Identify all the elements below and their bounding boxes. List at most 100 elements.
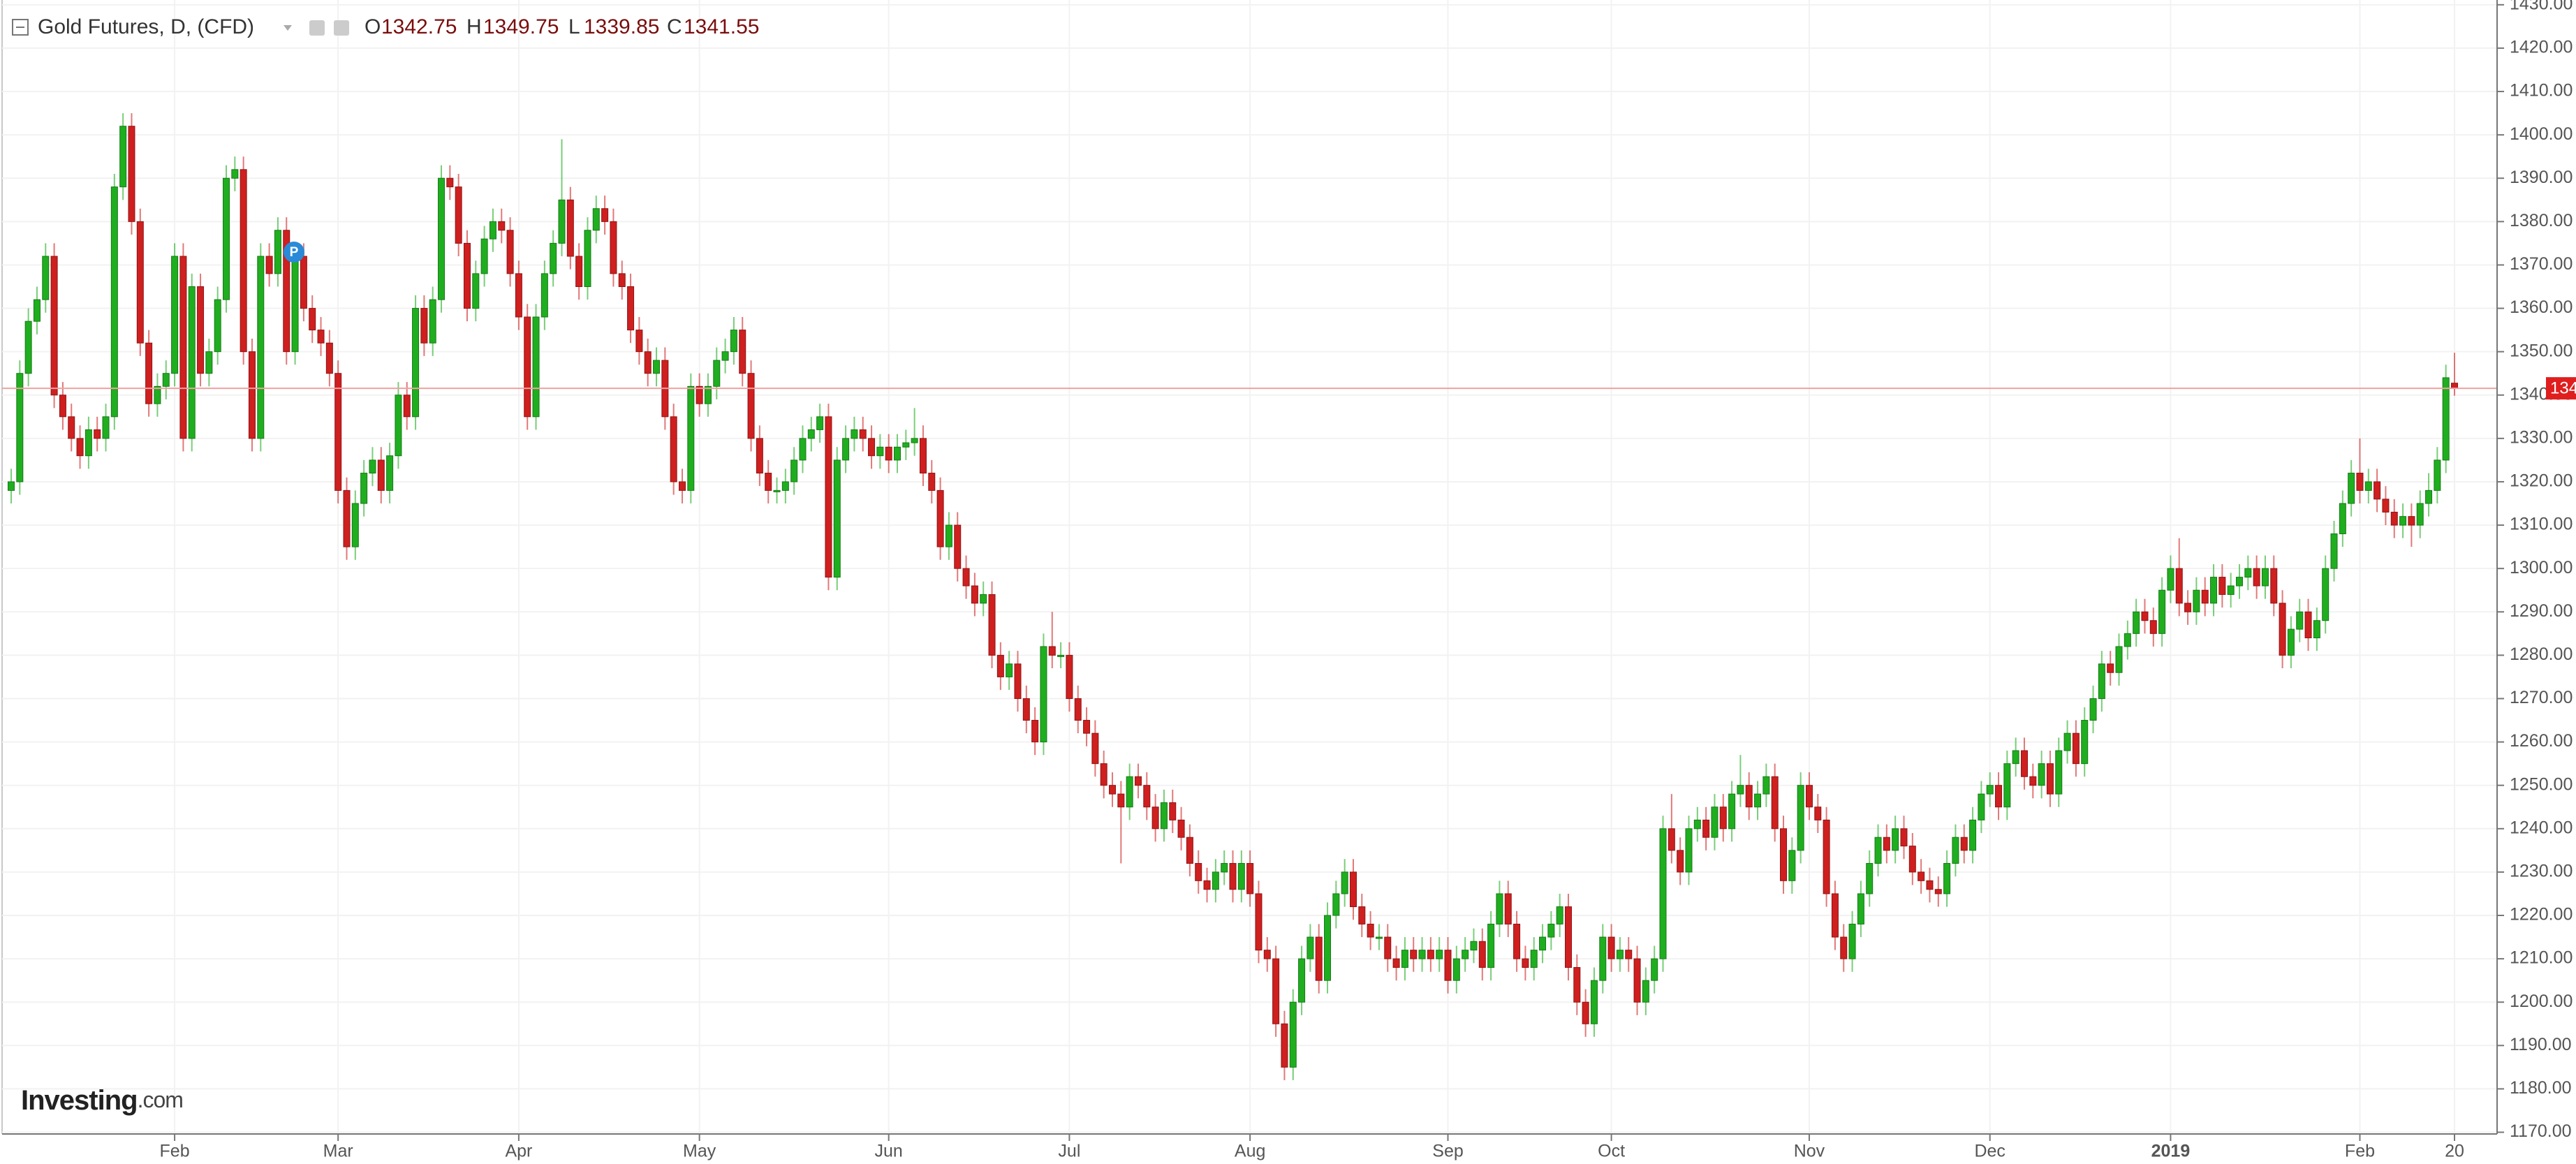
y-tick-label: 1200.00 — [2510, 992, 2573, 1011]
candle-body — [489, 221, 496, 240]
candle-body — [1805, 785, 1813, 808]
candle-body — [1737, 785, 1744, 795]
candle-body — [1186, 837, 1193, 864]
candle-body — [2089, 698, 2097, 721]
high-label: H — [466, 15, 482, 38]
candle-body — [1677, 850, 1684, 873]
close-icon[interactable] — [334, 20, 349, 36]
candle-body — [644, 351, 652, 374]
candle-body — [1246, 862, 1254, 894]
y-tick-label: 1170.00 — [2510, 1121, 2572, 1141]
candle-body — [868, 438, 876, 457]
candle-body — [1401, 950, 1408, 968]
candle-body — [996, 654, 1004, 677]
candle-body — [119, 126, 127, 188]
candle-body — [223, 177, 230, 300]
candle-body — [1797, 785, 1804, 851]
candle-body — [136, 221, 144, 344]
candle-body — [8, 481, 15, 491]
candle-body — [1814, 806, 1822, 820]
candle-body — [1040, 646, 1047, 743]
candle-body — [300, 256, 307, 309]
candle-body — [1960, 837, 1968, 851]
candle-body — [971, 585, 978, 604]
candle-body — [351, 503, 359, 547]
candle-body — [1771, 776, 1779, 830]
candle-body — [1452, 958, 1460, 981]
grid — [2, 0, 2497, 1134]
dropdown-arrow[interactable] — [284, 25, 292, 31]
candle-body — [1625, 950, 1633, 959]
candle-body — [1151, 806, 1159, 830]
candle-body — [635, 330, 643, 353]
candle-body — [1943, 862, 1951, 894]
candle-body — [1031, 720, 1039, 743]
candle-body — [1969, 819, 1977, 851]
candle-body — [1719, 806, 1727, 830]
candle-body — [730, 330, 737, 353]
x-tick-label: Aug — [1235, 1142, 1265, 1161]
candle-body — [687, 385, 695, 491]
candle-body — [2038, 763, 2045, 786]
collapse-button[interactable] — [12, 19, 29, 36]
candle-body — [1066, 654, 1073, 699]
candle-body — [2141, 611, 2149, 621]
candle-body — [739, 330, 746, 374]
candle-body — [2287, 628, 2295, 656]
candle-body — [1513, 923, 1521, 959]
candle-body — [360, 473, 368, 504]
y-tick-label: 1300.00 — [2510, 558, 2573, 577]
candle-body — [42, 256, 50, 300]
candle-body — [1091, 732, 1099, 765]
candle-body — [1392, 958, 1400, 968]
x-tick-label: Feb — [160, 1142, 190, 1161]
settings-icon[interactable] — [309, 20, 325, 36]
candle-body — [799, 438, 807, 461]
candle-body — [24, 321, 32, 374]
candle-body — [1857, 893, 1864, 924]
candle-body — [1418, 950, 1426, 959]
candle-body — [369, 459, 376, 474]
candle-body — [781, 481, 789, 491]
candle-body — [334, 373, 342, 491]
candle-body — [1358, 906, 1366, 924]
candle-body — [205, 351, 213, 374]
candle-body — [2115, 646, 2123, 673]
event-marker-label: P — [290, 245, 299, 260]
candle-body — [257, 256, 265, 439]
y-tick-label: 1210.00 — [2510, 948, 2573, 968]
candle-body — [1590, 980, 1598, 1024]
candle-body — [2356, 473, 2364, 491]
candle-body — [756, 438, 763, 474]
y-tick-label: 1270.00 — [2510, 688, 2573, 707]
candle-body — [988, 594, 996, 656]
candle-body — [1289, 1001, 1297, 1068]
candle-body — [1607, 936, 1615, 959]
candle-body — [265, 256, 273, 274]
candle-body — [713, 360, 721, 387]
candle-body — [1487, 923, 1495, 968]
candle-body — [2425, 489, 2433, 504]
candle-body — [2012, 750, 2019, 765]
y-tick-label: 1240.00 — [2510, 818, 2573, 837]
candle-body — [1177, 819, 1185, 838]
candle-body — [1754, 793, 1762, 808]
y-tick-label: 1400.00 — [2510, 124, 2573, 144]
y-tick-label: 1230.00 — [2510, 862, 2573, 881]
y-tick-label: 1370.00 — [2510, 254, 2573, 274]
candle-body — [936, 489, 944, 547]
candle-body — [2029, 776, 2037, 786]
candle-body — [2304, 611, 2312, 639]
candle-body — [1573, 967, 1581, 1003]
candle-body — [1685, 828, 1693, 873]
candle-body — [463, 242, 471, 309]
event-marker[interactable] — [284, 242, 304, 263]
y-tick-label: 1220.00 — [2510, 905, 2573, 924]
candle-body — [1883, 837, 1890, 851]
candle-body — [1642, 980, 1649, 1003]
candle-body — [1341, 871, 1348, 894]
candle-body — [1237, 862, 1245, 890]
candle-body — [2244, 568, 2252, 578]
candle-body — [1582, 1001, 1589, 1024]
open-label: O — [365, 15, 381, 38]
